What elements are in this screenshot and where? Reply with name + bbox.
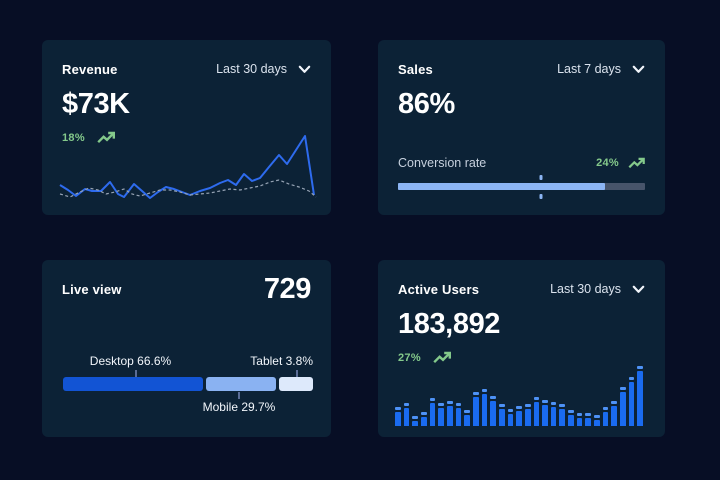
bar	[464, 410, 470, 426]
sales-change-percent: 24%	[596, 157, 619, 169]
bar	[611, 401, 618, 426]
trending-up-icon	[433, 351, 451, 364]
chevron-down-icon	[298, 65, 311, 73]
chevron-down-icon	[632, 65, 645, 73]
sales-card-title: Sales	[398, 62, 433, 77]
live-view-value: 729	[263, 273, 312, 305]
trending-up-icon	[628, 157, 645, 169]
bar	[559, 404, 566, 426]
bar	[429, 398, 436, 426]
revenue-card-title: Revenue	[62, 62, 118, 77]
bar	[620, 387, 626, 426]
active-users-trend-badge: 27%	[378, 339, 665, 364]
tablet-segment	[278, 377, 313, 391]
sales-card: Sales Last 7 days 86% Conversion rate 24…	[378, 40, 665, 215]
device-labels-bottom: Mobile 29.7%	[63, 400, 313, 415]
bar	[576, 413, 583, 426]
live-view-card: Live view 729 Desktop 66.6% Tablet 3.8% M…	[42, 260, 331, 437]
bar	[542, 400, 548, 426]
sales-trend-badge: 24%	[596, 157, 645, 169]
bar	[403, 403, 410, 426]
progress-marker-top	[539, 175, 543, 180]
desktop-label: Desktop 66.6%	[89, 354, 172, 368]
sales-card-header: Sales Last 7 days	[378, 40, 665, 77]
mobile-segment	[206, 377, 276, 391]
device-labels-top: Desktop 66.6% Tablet 3.8%	[63, 354, 313, 369]
revenue-period-label: Last 30 days	[216, 62, 287, 76]
bar	[568, 410, 574, 426]
device-ticks-bottom	[63, 391, 313, 399]
mobile-label: Mobile 29.7%	[202, 400, 276, 414]
active-users-change-percent: 27%	[398, 351, 421, 364]
bar	[550, 402, 557, 426]
bar	[420, 412, 427, 426]
active-users-card: Active Users Last 30 days 183,892 27%	[378, 260, 665, 437]
sales-period-label: Last 7 days	[557, 62, 621, 76]
active-users-period-selector[interactable]: Last 30 days	[550, 282, 645, 296]
chevron-down-icon	[632, 285, 645, 293]
device-breakdown-chart: Desktop 66.6% Tablet 3.8% Mobile 29.7%	[63, 354, 313, 415]
bar	[498, 404, 505, 426]
bar	[533, 397, 540, 426]
active-users-bar-chart	[395, 364, 644, 426]
bar	[490, 396, 496, 426]
revenue-card: Revenue Last 30 days $73K 18%	[42, 40, 331, 215]
bar	[455, 403, 462, 426]
conversion-progress-bar	[398, 175, 645, 199]
bar	[412, 416, 418, 426]
desktop-segment	[63, 377, 204, 391]
bar	[472, 392, 479, 426]
live-view-card-header: Live view 729	[42, 260, 331, 306]
conversion-rate-row: Conversion rate 24%	[398, 156, 645, 170]
progress-marker-bottom	[539, 194, 543, 199]
sales-period-selector[interactable]: Last 7 days	[557, 62, 645, 76]
bar	[395, 407, 401, 426]
progress-fill	[398, 183, 606, 190]
bar	[594, 415, 600, 426]
revenue-value: $73K	[62, 88, 130, 120]
bar	[585, 413, 592, 426]
trending-up-icon	[97, 131, 115, 144]
bar	[507, 409, 514, 426]
conversion-rate-block: Conversion rate 24%	[398, 156, 645, 199]
revenue-period-selector[interactable]: Last 30 days	[216, 62, 311, 76]
bar	[637, 366, 644, 426]
active-users-card-header: Active Users Last 30 days	[378, 260, 665, 297]
mobile-tick	[238, 392, 240, 399]
bar	[438, 403, 444, 426]
bar	[516, 406, 522, 426]
active-users-period-label: Last 30 days	[550, 282, 621, 296]
bar	[481, 389, 488, 426]
conversion-rate-label: Conversion rate	[398, 156, 487, 170]
bar	[446, 401, 453, 426]
desktop-tick	[135, 370, 137, 377]
revenue-trend-badge: 18%	[42, 119, 331, 144]
revenue-change-percent: 18%	[62, 131, 85, 144]
revenue-previous-line	[59, 179, 317, 198]
revenue-line-chart	[58, 133, 322, 199]
device-ticks-top	[63, 369, 313, 377]
active-users-value: 183,892	[398, 308, 501, 340]
sales-value: 86%	[398, 88, 455, 120]
live-view-card-title: Live view	[62, 282, 122, 297]
tablet-label: Tablet 3.8%	[250, 354, 313, 368]
bar	[602, 407, 609, 426]
bar	[524, 404, 531, 426]
device-stacked-bar	[63, 377, 313, 391]
active-users-card-title: Active Users	[398, 282, 480, 297]
bar	[628, 377, 635, 426]
tablet-tick	[296, 370, 298, 377]
revenue-current-line	[59, 135, 315, 199]
revenue-card-header: Revenue Last 30 days	[42, 40, 331, 77]
